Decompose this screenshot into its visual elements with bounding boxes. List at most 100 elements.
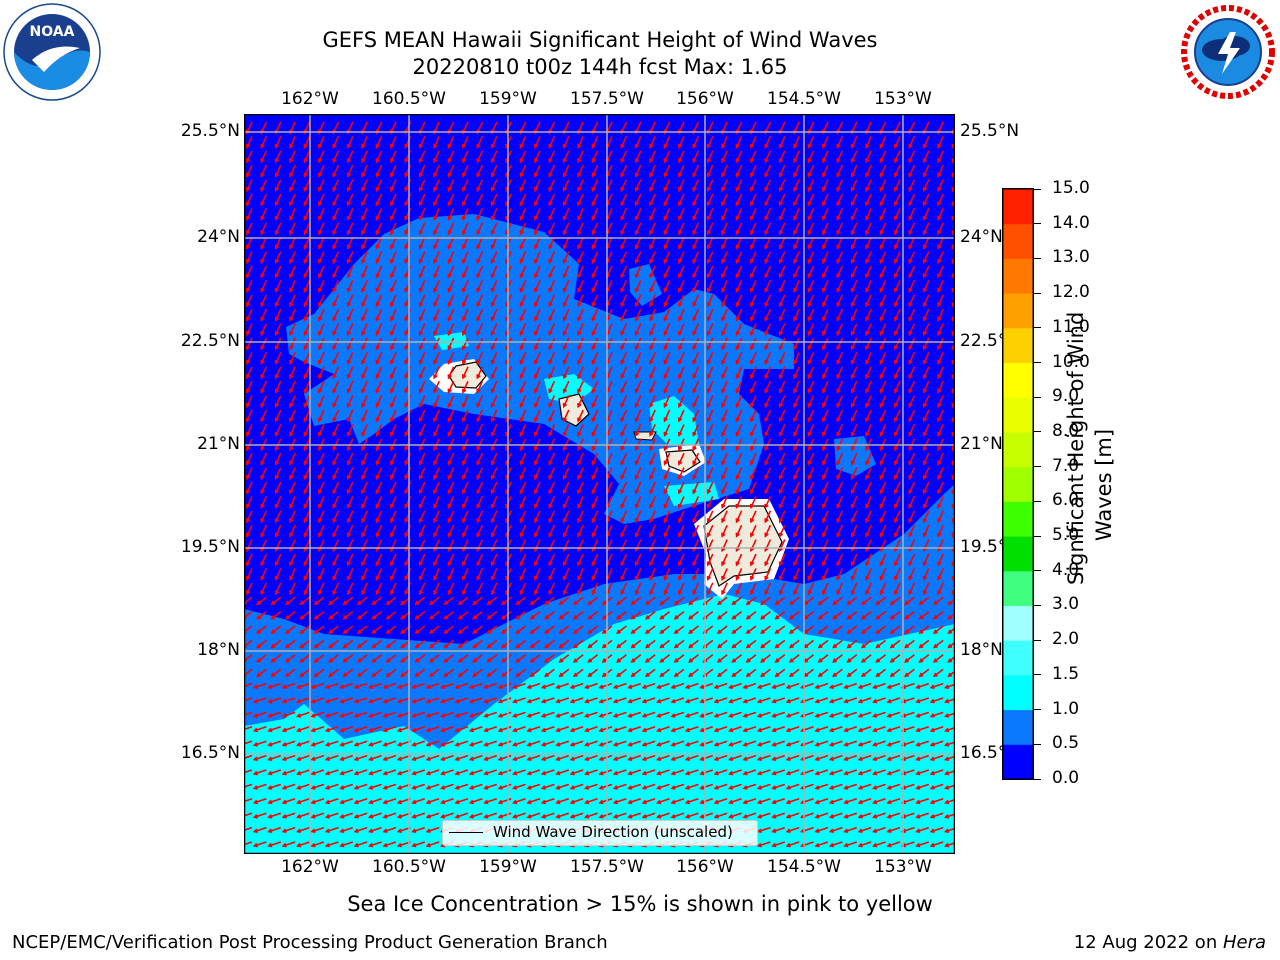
colorbar-tick-label: 9.0 (1052, 386, 1080, 407)
colorbar-tick-label: 2.0 (1052, 629, 1080, 650)
lon-tick-label: 156°W (676, 89, 734, 109)
light-wave-patch-2 (649, 396, 699, 446)
colorbar-tick-label: 4.0 (1052, 559, 1080, 580)
colorbar-segment (1003, 466, 1033, 502)
lon-tick-label: 157.5°W (570, 857, 644, 877)
colorbar-tick-label: 10.0 (1052, 351, 1090, 372)
colorbar-label-line2: Waves [m] (1092, 428, 1116, 542)
colorbar-tick-label: 11.0 (1052, 316, 1090, 337)
colorbar-frame (1002, 188, 1034, 780)
lat-tick-label: 22.5°N (180, 331, 240, 351)
lon-tick-label: 159°W (479, 89, 537, 109)
legend-line-sample (449, 832, 483, 833)
noaa-logo: NOAA (2, 2, 102, 102)
chart-subtitle: 20220810 t00z 144h fcst Max: 1.65 (412, 55, 788, 79)
graticule (244, 114, 955, 854)
lon-tick-label: 154.5°W (767, 89, 841, 109)
colorbar-tick-mark (1034, 466, 1041, 468)
colorbar-tick-label: 6.0 (1052, 490, 1080, 511)
island-big-island (694, 499, 789, 599)
lon-tick-label: 160.5°W (372, 857, 446, 877)
colorbar-tick-label: 14.0 (1052, 212, 1090, 233)
lon-tick-label: 154.5°W (767, 857, 841, 877)
footer-right: 12 Aug 2022 on Hera (1074, 932, 1266, 953)
lon-tick-label: 153°W (874, 857, 932, 877)
colorbar-segment (1003, 709, 1033, 745)
lon-tick-label: 157.5°W (570, 89, 644, 109)
wind-wave-arrows (244, 121, 955, 848)
colorbar-tick-label: 13.0 (1052, 247, 1090, 268)
colorbar-segment (1003, 258, 1033, 294)
colorbar-tick-mark (1034, 709, 1041, 711)
legend-label: Wind Wave Direction (unscaled) (493, 823, 733, 841)
lat-tick-label: 24°N (960, 227, 1003, 247)
light-wave-patch-1 (544, 374, 594, 404)
map-frame (244, 114, 955, 854)
colorbar-tick-mark (1034, 535, 1041, 537)
colorbar-segment (1003, 362, 1033, 398)
colorbar-tick-mark (1034, 257, 1041, 259)
colorbar-tick-label: 12.0 (1052, 282, 1090, 303)
noaa-logo-text: NOAA (30, 24, 75, 40)
colorbar-segment (1003, 744, 1033, 780)
colorbar-tick-mark (1034, 743, 1041, 745)
colorbar-tick-label: 7.0 (1052, 455, 1080, 476)
lat-tick-label: 21°N (197, 434, 240, 454)
colorbar-segment (1003, 327, 1033, 364)
mid-wave-region-islands (286, 214, 794, 524)
colorbar-segment (1003, 189, 1033, 225)
colorbar-segment (1003, 431, 1033, 468)
colorbar-tick-mark (1034, 223, 1041, 225)
colorbar-tick-mark (1034, 570, 1041, 572)
colorbar-tick-mark (1034, 327, 1041, 329)
wind-wave-map (244, 114, 955, 854)
colorbar-tick-mark (1034, 431, 1041, 433)
colorbar-tick-label: 0.5 (1052, 733, 1080, 754)
lat-tick-label: 16.5°N (180, 743, 240, 763)
lat-tick-label: 25.5°N (180, 121, 240, 141)
lat-tick-label: 19.5°N (180, 537, 240, 557)
legend-box: Wind Wave Direction (unscaled) (442, 820, 758, 846)
sea-ice-note: Sea Ice Concentration > 15% is shown in … (347, 892, 933, 916)
lat-tick-label: 21°N (960, 434, 1003, 454)
colorbar-tick-mark (1034, 639, 1041, 641)
lon-tick-label: 156°W (676, 857, 734, 877)
island-maui (633, 431, 706, 476)
colorbar (1002, 188, 1034, 780)
lat-tick-label: 18°N (197, 640, 240, 660)
colorbar-tick-label: 5.0 (1052, 525, 1080, 546)
colorbar-segment (1003, 501, 1033, 537)
colorbar-tick-mark (1034, 188, 1041, 190)
colorbar-tick-mark (1034, 604, 1041, 606)
colorbar-tick-label: 3.0 (1052, 594, 1080, 615)
footer-date: 12 Aug 2022 on (1073, 932, 1223, 953)
lat-tick-label: 24°N (197, 227, 240, 247)
colorbar-tick-mark (1034, 778, 1041, 780)
island-kauai (429, 359, 489, 394)
colorbar-segment (1003, 223, 1033, 259)
colorbar-tick-mark (1034, 500, 1041, 502)
lon-tick-label: 162°W (281, 89, 339, 109)
colorbar-segment (1003, 605, 1033, 641)
colorbar-tick-mark (1034, 674, 1041, 676)
colorbar-tick-label: 8.0 (1052, 420, 1080, 441)
lon-tick-label: 153°W (874, 89, 932, 109)
colorbar-tick-label: 0.0 (1052, 768, 1080, 788)
lat-tick-label: 25.5°N (960, 121, 1020, 141)
colorbar-tick-mark (1034, 362, 1041, 364)
footer-left: NCEP/EMC/Verification Post Processing Pr… (12, 932, 608, 953)
footer-host: Hera (1222, 932, 1266, 953)
colorbar-tick-mark (1034, 292, 1041, 294)
colorbar-segment (1003, 397, 1033, 433)
colorbar-segment (1003, 570, 1033, 606)
colorbar-segment (1003, 640, 1033, 676)
colorbar-segment (1003, 674, 1033, 711)
colorbar-segment (1003, 536, 1033, 572)
colorbar-tick-label: 1.5 (1052, 663, 1080, 684)
colorbar-tick-mark (1034, 396, 1041, 398)
colorbar-tick-label: 1.0 (1052, 698, 1080, 719)
lon-tick-label: 160.5°W (372, 89, 446, 109)
colorbar-label-line1: Significant Height of Wind (1064, 311, 1088, 585)
colorbar-label: Significant Height of Wind Waves [m] (1062, 311, 1122, 585)
colorbar-segment (1003, 293, 1033, 329)
